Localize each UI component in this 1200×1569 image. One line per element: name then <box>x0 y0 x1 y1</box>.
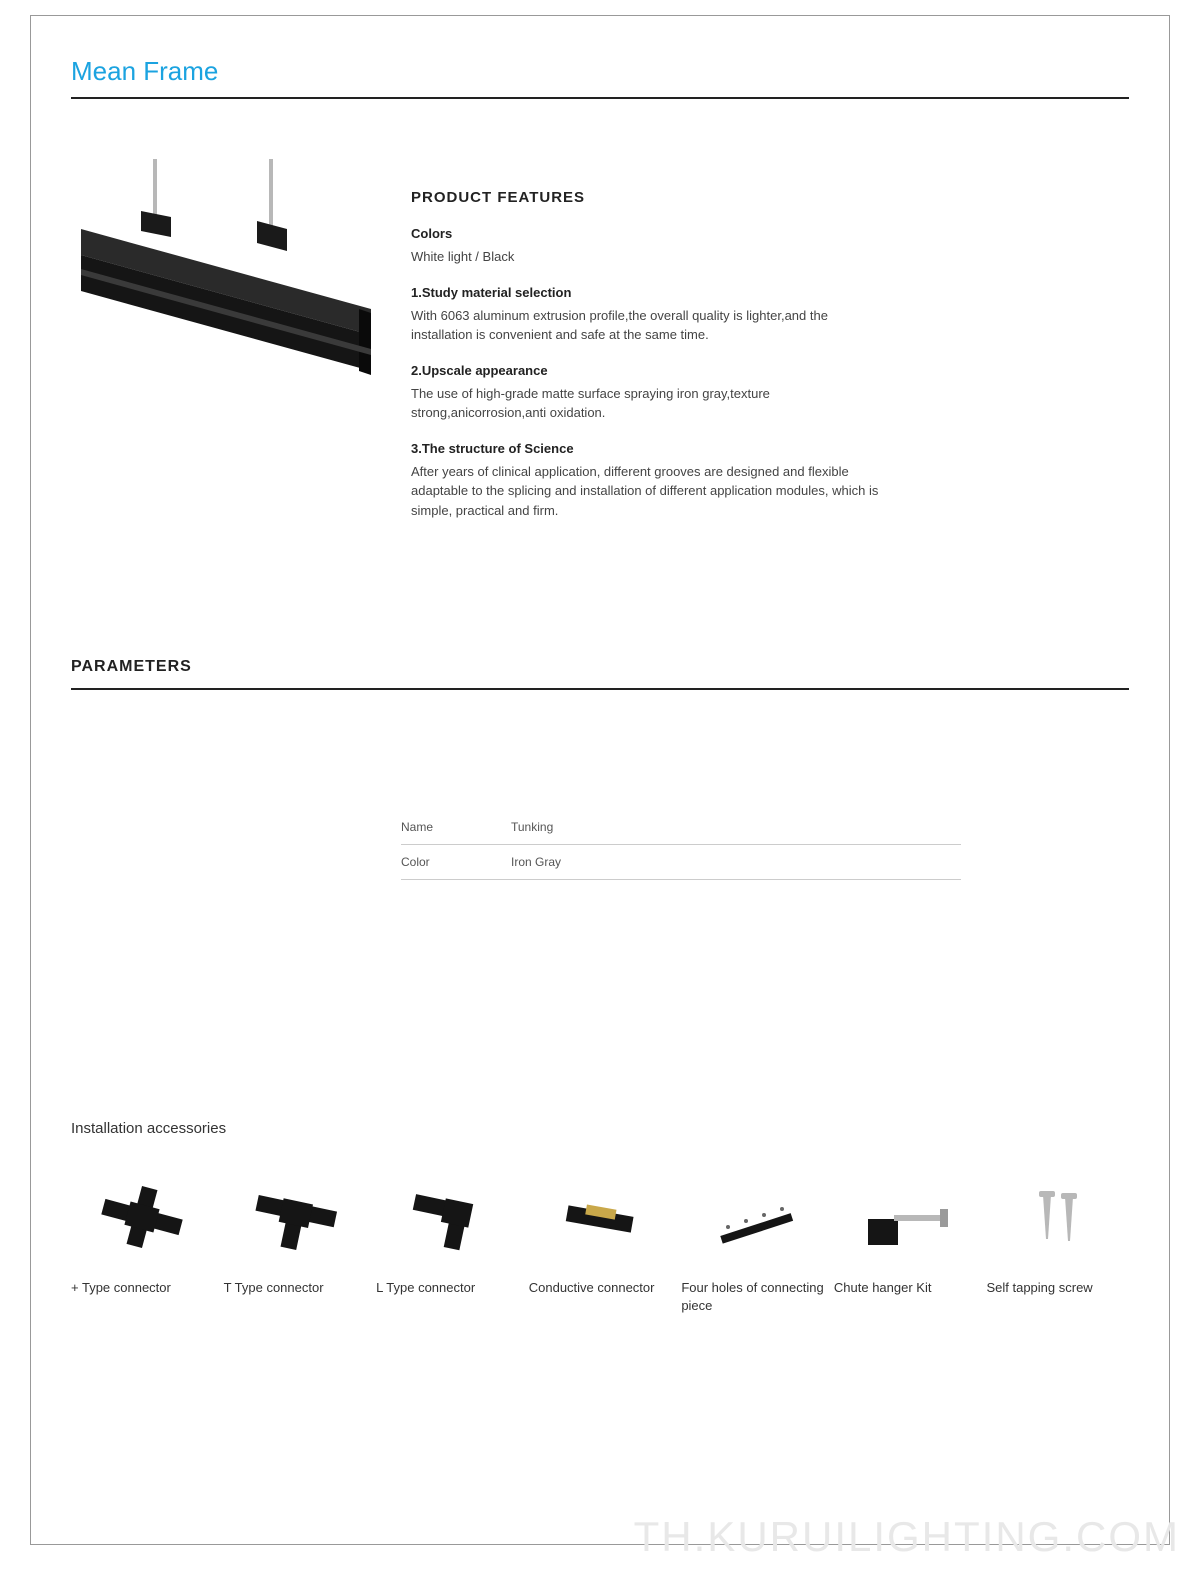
features-column: PRODUCT FEATURES Colors White light / Bl… <box>411 159 1129 538</box>
four-holes-piece-icon <box>698 1177 808 1257</box>
accessory-item: Four holes of connecting piece <box>681 1177 824 1314</box>
t-connector-icon <box>240 1177 350 1257</box>
rail-icon <box>71 159 371 379</box>
param-key: Name <box>401 820 511 834</box>
accessory-label: + Type connector <box>71 1279 214 1297</box>
plus-connector-icon <box>87 1177 197 1257</box>
accessory-item: Conductive connector <box>529 1177 672 1314</box>
feature-3-body: After years of clinical application, dif… <box>411 462 891 521</box>
chute-hanger-icon <box>850 1177 960 1257</box>
conductive-connector-icon <box>545 1177 655 1257</box>
accessory-label: Chute hanger Kit <box>834 1279 977 1297</box>
accessory-item: T Type connector <box>224 1177 367 1314</box>
accessories-grid: + Type connector T Type connector L <box>71 1177 1129 1314</box>
feature-2-title: 2.Upscale appearance <box>411 363 1129 378</box>
accessory-label: Four holes of connecting piece <box>681 1279 824 1314</box>
colors-label: Colors <box>411 226 1129 241</box>
accessory-label: T Type connector <box>224 1279 367 1297</box>
table-row: Name Tunking <box>401 810 961 845</box>
accessories-heading: Installation accessories <box>71 1120 1129 1137</box>
self-tapping-screw-icon <box>1003 1177 1113 1257</box>
parameter-table: Name Tunking Color Iron Gray <box>401 810 961 880</box>
product-image <box>71 159 371 379</box>
param-value: Iron Gray <box>511 855 561 869</box>
accessory-item: Self tapping screw <box>986 1177 1129 1314</box>
title-rule <box>71 97 1129 99</box>
accessory-item: + Type connector <box>71 1177 214 1314</box>
accessory-item: L Type connector <box>376 1177 519 1314</box>
features-heading: PRODUCT FEATURES <box>411 189 1129 206</box>
feature-row: PRODUCT FEATURES Colors White light / Bl… <box>71 159 1129 538</box>
l-connector-icon <box>392 1177 502 1257</box>
table-row: Color Iron Gray <box>401 845 961 880</box>
feature-1-title: 1.Study material selection <box>411 285 1129 300</box>
accessory-label: Conductive connector <box>529 1279 672 1297</box>
watermark: TH.KURUILIGHTING.COM <box>634 1513 1180 1561</box>
parameters-rule <box>71 688 1129 690</box>
page: Mean Frame PRODUCT FEATURES <box>30 15 1170 1545</box>
param-key: Color <box>401 855 511 869</box>
page-title: Mean Frame <box>71 56 1129 87</box>
feature-3-title: 3.The structure of Science <box>411 441 1129 456</box>
colors-value: White light / Black <box>411 247 891 267</box>
param-value: Tunking <box>511 820 553 834</box>
parameters-heading: PARAMETERS <box>71 658 1129 676</box>
feature-1-body: With 6063 aluminum extrusion profile,the… <box>411 306 891 345</box>
accessory-label: Self tapping screw <box>986 1279 1129 1297</box>
accessory-label: L Type connector <box>376 1279 519 1297</box>
accessory-item: Chute hanger Kit <box>834 1177 977 1314</box>
feature-2-body: The use of high-grade matte surface spra… <box>411 384 891 423</box>
